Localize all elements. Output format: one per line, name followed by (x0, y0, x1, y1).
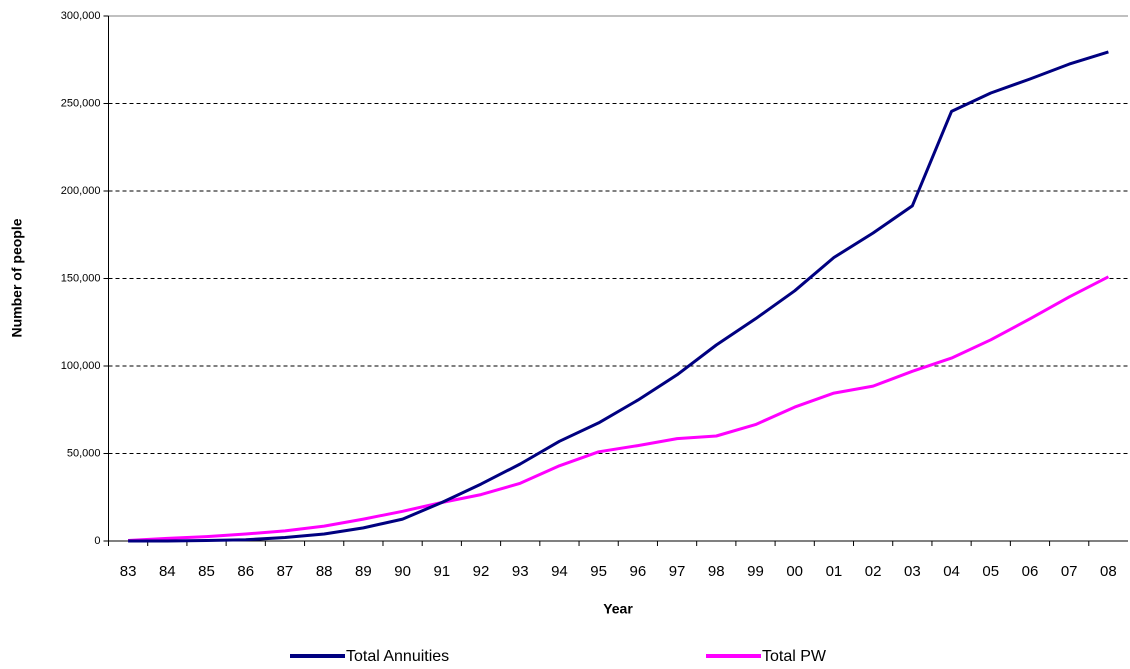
x-tick-label: 95 (590, 563, 607, 580)
x-tick-label: 89 (355, 563, 372, 580)
x-tick-label: 04 (943, 563, 960, 580)
y-tick-label: 50,000 (67, 447, 101, 459)
y-tick-label: 100,000 (61, 360, 101, 372)
legend-label: Total Annuities (346, 648, 449, 665)
x-tick-label: 07 (1061, 563, 1078, 580)
x-tick-label: 08 (1100, 563, 1117, 580)
y-axis-title: Number of people (9, 218, 25, 337)
x-tick-label: 02 (865, 563, 882, 580)
y-tick-label: 150,000 (61, 272, 101, 284)
x-tick-label: 84 (159, 563, 176, 580)
x-tick-label: 06 (1022, 563, 1039, 580)
legend-label: Total PW (762, 648, 827, 665)
x-axis-title: Year (603, 601, 633, 617)
y-tick-label: 300,000 (61, 10, 101, 22)
x-tick-label: 86 (237, 563, 254, 580)
series-line (128, 50, 1109, 543)
y-tick-label: 200,000 (61, 185, 101, 197)
x-tick-label: 00 (786, 563, 803, 580)
x-tick-label: 03 (904, 563, 921, 580)
x-tick-label: 87 (277, 563, 294, 580)
x-tick-label: 01 (826, 563, 843, 580)
x-tick-label: 94 (551, 563, 568, 580)
x-tick-label: 99 (747, 563, 764, 580)
x-tick-label: 88 (316, 563, 333, 580)
x-tick-label: 85 (198, 563, 215, 580)
x-tick-label: 92 (473, 563, 490, 580)
series-line (128, 275, 1110, 542)
x-tick-label: 83 (120, 563, 137, 580)
x-tick-label: 98 (708, 563, 725, 580)
x-tick-label: 90 (394, 563, 411, 580)
x-tick-label: 05 (982, 563, 999, 580)
x-tick-label: 91 (433, 563, 450, 580)
y-tick-label: 250,000 (61, 97, 101, 109)
x-tick-label: 97 (669, 563, 686, 580)
x-tick-label: 93 (512, 563, 529, 580)
x-tick-label: 96 (630, 563, 647, 580)
y-tick-label: 0 (94, 535, 100, 547)
